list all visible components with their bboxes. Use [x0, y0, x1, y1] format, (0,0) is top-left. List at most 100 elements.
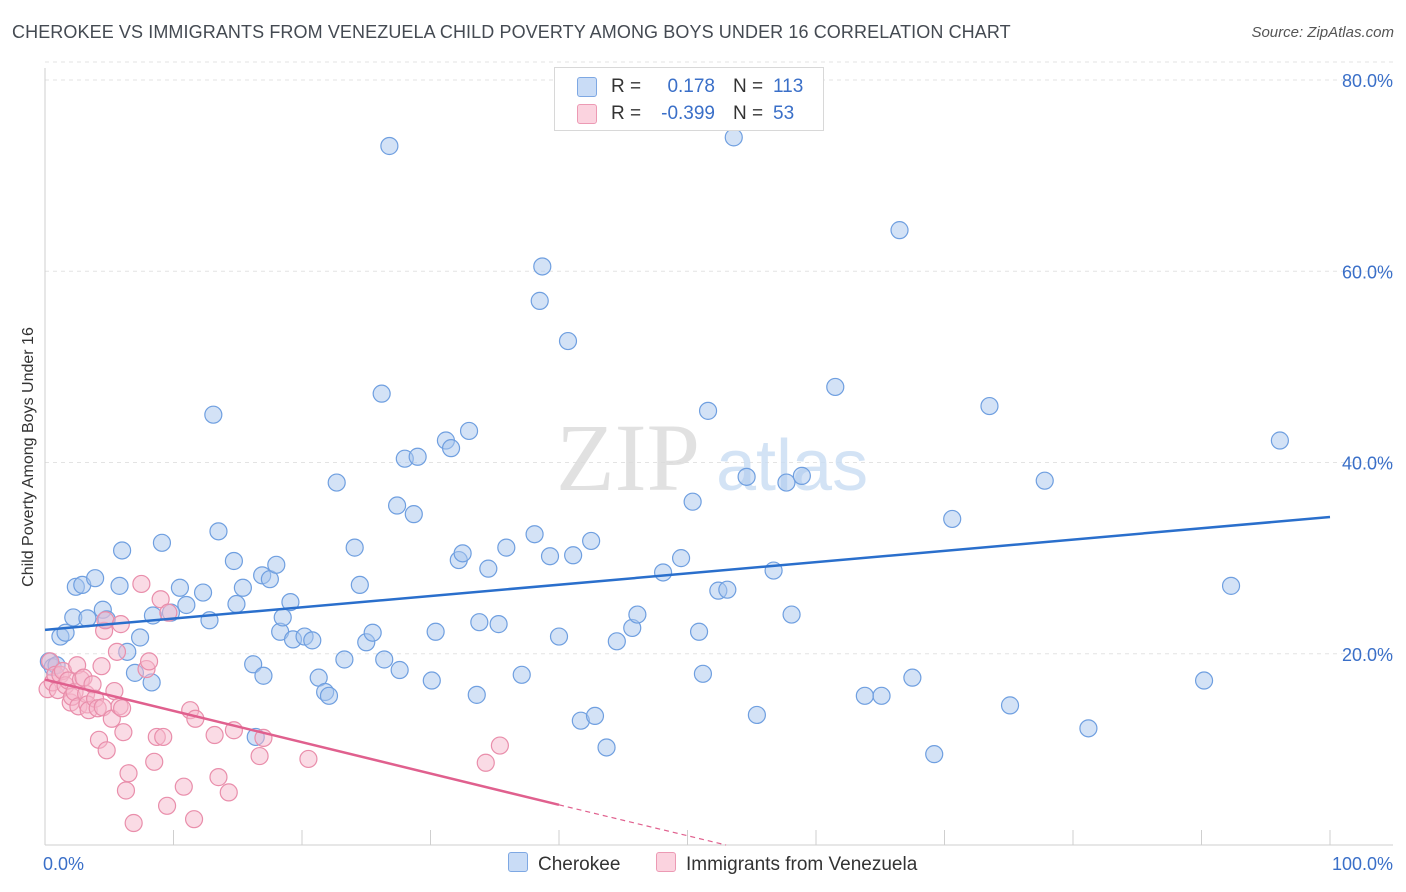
y-tick-label: 60.0%: [1342, 262, 1393, 282]
data-points: [38, 128, 1289, 833]
legend-swatch-cherokee: [577, 77, 597, 97]
point-cherokee: [540, 547, 560, 566]
point-cherokee: [254, 666, 273, 685]
point-cherokee: [607, 632, 626, 651]
axes: [44, 68, 1393, 846]
point-cherokee: [890, 221, 909, 240]
point-cherokee: [1221, 576, 1241, 595]
point-venezuela: [97, 741, 116, 760]
point-cherokee: [497, 538, 516, 557]
legend-r-label: R =: [611, 76, 642, 97]
point-cherokee: [422, 671, 441, 690]
point-cherokee: [533, 257, 552, 276]
point-cherokee: [335, 650, 354, 669]
legend-n-label: N =: [733, 103, 764, 124]
point-cherokee: [693, 664, 713, 683]
point-cherokee: [110, 576, 129, 595]
point-cherokee: [525, 525, 544, 544]
point-cherokee: [653, 563, 673, 582]
point-cherokee: [244, 655, 263, 674]
point-venezuela: [132, 574, 151, 594]
point-cherokee: [459, 421, 479, 441]
point-cherokee: [689, 622, 709, 641]
point-cherokee: [319, 686, 339, 705]
y-tick-label: 40.0%: [1342, 454, 1393, 474]
point-cherokee: [408, 447, 427, 466]
point-cherokee: [404, 505, 423, 524]
point-cherokee: [303, 631, 322, 650]
grid-lines: [45, 61, 1393, 655]
point-cherokee: [363, 623, 382, 642]
chart-source: Source: ZipAtlas.com: [1251, 24, 1394, 41]
y-tick-label: 80.0%: [1342, 71, 1393, 91]
point-cherokee: [479, 559, 498, 578]
watermark-atlas: atlas: [716, 426, 868, 506]
point-cherokee: [737, 467, 756, 486]
point-venezuela: [250, 746, 269, 766]
point-cherokee: [792, 466, 811, 485]
correlation-legend: R = 0.178 N = 113 R = -0.399 N = 53: [554, 67, 824, 131]
legend-n-label: N =: [733, 76, 764, 97]
legend-r-label: R =: [611, 103, 642, 124]
point-cherokee: [273, 608, 292, 627]
legend-r-value: 0.178: [667, 76, 715, 97]
point-cherokee: [204, 405, 223, 424]
point-venezuela: [139, 652, 159, 671]
point-venezuela: [219, 783, 238, 802]
point-venezuela: [124, 813, 143, 833]
point-venezuela: [116, 781, 136, 800]
point-cherokee: [1194, 671, 1214, 690]
point-cherokee: [943, 509, 962, 529]
point-cherokee: [671, 549, 691, 568]
point-cherokee: [177, 595, 196, 615]
point-venezuela: [476, 753, 495, 772]
point-cherokee: [585, 706, 605, 726]
point-venezuela: [184, 810, 204, 829]
point-cherokee: [224, 551, 243, 571]
point-cherokee: [350, 575, 369, 595]
point-cherokee: [747, 705, 766, 725]
trend-line-venezuela-extension: [558, 804, 727, 846]
point-venezuela: [92, 657, 111, 676]
trend-line-cherokee: [44, 515, 1331, 632]
legend-r-value: -0.399: [661, 103, 715, 124]
point-cherokee: [698, 401, 718, 420]
point-cherokee: [558, 331, 578, 351]
point-venezuela: [154, 727, 173, 747]
point-venezuela: [151, 590, 170, 609]
x-tick-label-max: 100.0%: [1332, 854, 1393, 874]
chart-title: CHEROKEE VS IMMIGRANTS FROM VENEZUELA CH…: [12, 22, 1011, 42]
point-cherokee: [782, 605, 801, 624]
series-name-cherokee: Cherokee: [538, 854, 621, 875]
point-cherokee: [1270, 431, 1289, 450]
point-venezuela: [119, 764, 138, 783]
point-venezuela: [490, 736, 509, 755]
point-cherokee: [467, 685, 486, 704]
point-cherokee: [441, 439, 461, 458]
y-tick-label: 20.0%: [1342, 645, 1393, 665]
point-cherokee: [470, 613, 489, 632]
point-cherokee: [233, 578, 252, 597]
point-cherokee: [564, 546, 583, 565]
point-cherokee: [209, 522, 228, 541]
point-cherokee: [152, 533, 172, 552]
trend-lines: [44, 515, 1331, 846]
legend-swatch-venezuela: [577, 104, 597, 124]
point-cherokee: [724, 128, 743, 147]
legend-n-value: 53: [773, 103, 795, 124]
x-ticks: [44, 830, 1331, 845]
point-cherokee: [372, 384, 391, 403]
point-cherokee: [628, 605, 647, 624]
point-cherokee: [345, 538, 364, 557]
point-cherokee: [582, 531, 601, 551]
point-venezuela: [112, 699, 132, 718]
point-cherokee: [872, 686, 891, 705]
legend-n-value: 113: [773, 76, 804, 97]
point-cherokee: [453, 544, 472, 563]
point-cherokee: [549, 627, 569, 646]
point-cherokee: [387, 496, 407, 515]
point-cherokee: [683, 492, 702, 511]
series-swatch-cherokee: [508, 852, 528, 872]
point-cherokee: [1000, 696, 1020, 715]
